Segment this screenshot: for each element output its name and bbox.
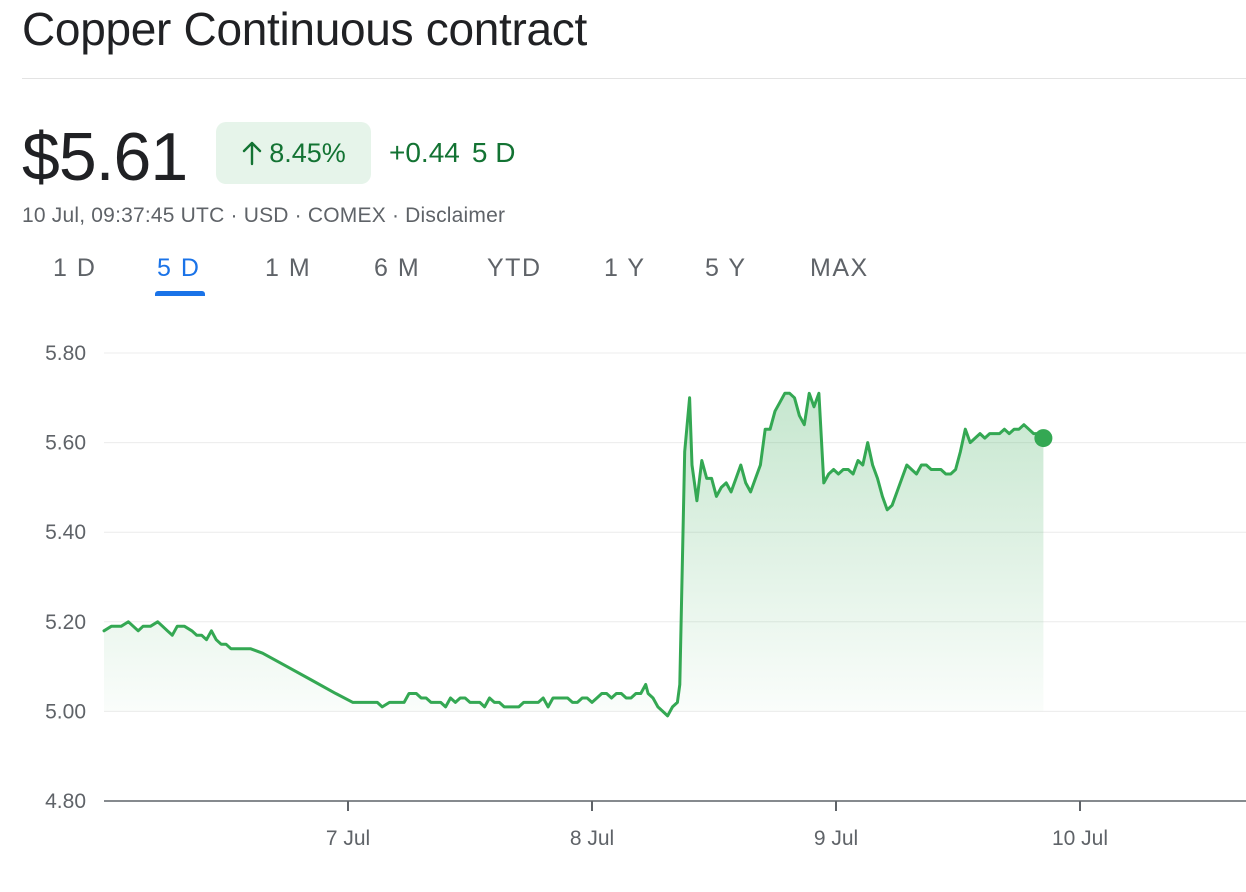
page-title: Copper Continuous contract xyxy=(22,3,587,55)
absolute-change: +0.44 5 D xyxy=(389,137,515,169)
tab-max[interactable]: MAX xyxy=(810,254,869,282)
y-tick-label: 4.80 xyxy=(45,790,86,813)
y-tick-label: 5.00 xyxy=(45,700,86,723)
quote-meta: 10 Jul, 09:37:45 UTC · USD · COMEX · Dis… xyxy=(22,204,506,227)
x-tick-label: 9 Jul xyxy=(814,827,858,850)
tab-1y[interactable]: 1 Y xyxy=(604,254,646,282)
change-period: 5 D xyxy=(471,137,516,168)
last-price-marker xyxy=(1034,429,1053,448)
x-tick-label: 7 Jul xyxy=(326,827,370,850)
tab-1d[interactable]: 1 D xyxy=(53,254,97,282)
y-tick-label: 5.60 xyxy=(45,432,86,455)
tab-5d[interactable]: 5 D xyxy=(157,254,201,282)
percent-change-value: 8.45% xyxy=(269,137,346,168)
percent-change-badge: 8.45% xyxy=(216,122,371,184)
series-area xyxy=(104,393,1044,716)
active-tab-indicator xyxy=(155,291,205,296)
x-tick-label: 10 Jul xyxy=(1052,827,1108,850)
y-tick-label: 5.20 xyxy=(45,611,86,634)
x-tick-label: 8 Jul xyxy=(570,827,614,850)
absolute-change-value: +0.44 xyxy=(389,137,460,168)
header-divider xyxy=(22,78,1246,79)
tab-6m[interactable]: 6 M xyxy=(374,254,421,282)
range-tabs: 1 D 5 D 1 M 6 M YTD 1 Y 5 Y MAX xyxy=(0,254,1246,300)
arrow-up-icon xyxy=(243,141,262,166)
price-chart[interactable]: 5.80 5.60 5.40 5.20 5.00 4.80 7 Jul 8 Jul 9 Jul 1… xyxy=(0,320,1246,880)
series-line[interactable] xyxy=(102,391,1045,718)
tab-ytd[interactable]: YTD xyxy=(487,254,542,282)
tab-5y[interactable]: 5 Y xyxy=(705,254,747,282)
tab-1m[interactable]: 1 M xyxy=(265,254,312,282)
y-tick-label: 5.40 xyxy=(45,521,86,544)
current-price: $5.61 xyxy=(22,119,188,195)
y-tick-label: 5.80 xyxy=(45,342,86,365)
